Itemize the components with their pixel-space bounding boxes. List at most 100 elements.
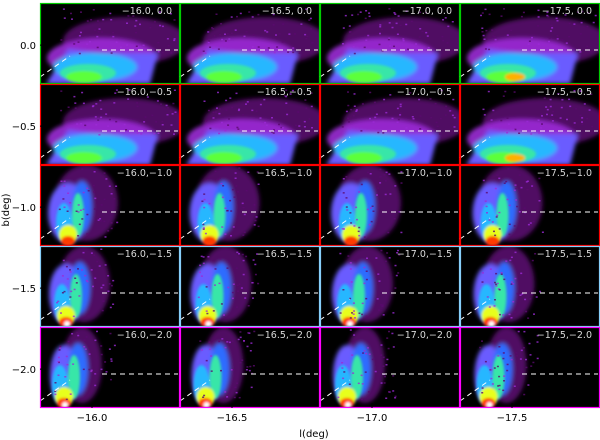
panel-label: −16.0,−2.0	[117, 330, 172, 341]
panel-border	[319, 326, 461, 409]
density-map	[46, 8, 180, 84]
panel-border	[39, 164, 181, 247]
panel-label: −17.0, 0.0	[402, 6, 452, 17]
density-map	[333, 327, 397, 408]
diagonal-reference-line	[459, 217, 491, 240]
density-map	[326, 8, 460, 84]
panel-r3-c3: −17.5,−1.5	[459, 245, 600, 328]
y-tick-label: −1.5	[12, 284, 36, 295]
panel-label: −16.0, 0.0	[122, 6, 172, 17]
panel-border	[179, 326, 321, 409]
panel-label: −17.5,−1.5	[537, 249, 592, 260]
panel-r2-c2: −17.0,−1.0	[319, 164, 461, 247]
density-map	[466, 90, 600, 165]
density-map	[46, 89, 180, 165]
panel-border	[39, 326, 181, 409]
x-axis-label: l(deg)	[299, 429, 329, 440]
panel-r4-c0: −16.0,−2.0	[39, 326, 181, 409]
panel-label: −17.5, 0.0	[542, 6, 592, 17]
density-map	[186, 89, 320, 165]
density-map	[50, 327, 116, 408]
diagonal-reference-line	[459, 298, 491, 321]
panel-border	[179, 164, 321, 247]
panel-label: −17.5,−2.0	[537, 330, 592, 341]
x-tick-label: −16.0	[77, 413, 108, 424]
diagonal-reference-line	[179, 136, 211, 159]
panel-r1-c1: −16.5,−0.5	[179, 83, 321, 166]
density-map	[473, 246, 541, 327]
panel-label: −16.5,−1.0	[257, 168, 312, 179]
panel-r1-c0: −16.0,−0.5	[39, 83, 181, 166]
panel-border	[179, 245, 321, 328]
x-axis: −16.0 −16.5 −17.0 −17.5	[77, 403, 528, 424]
panel-grid: −16.0, 0.0 −16.5, 0.0 −17.0, 0.0 −17.5, 0.0…	[39, 2, 600, 409]
x-tick-label: −16.5	[217, 413, 248, 424]
x-tick-label: −17.0	[357, 413, 388, 424]
diagonal-reference-line	[39, 55, 71, 78]
panel-r0-c2: −17.0, 0.0	[319, 2, 461, 85]
panel-label: −17.0,−1.0	[397, 168, 452, 179]
panel-label: −17.0,−2.0	[397, 330, 452, 341]
y-tick-label: −2.0	[12, 365, 36, 376]
panel-r2-c0: −16.0,−1.0	[39, 164, 181, 247]
panel-label: −16.5, 0.0	[262, 6, 312, 17]
diagonal-reference-line	[179, 379, 211, 402]
panel-border	[39, 83, 181, 166]
density-map	[186, 8, 320, 84]
diagonal-reference-line	[39, 136, 71, 159]
x-tick-label: −17.5	[497, 413, 528, 424]
panel-r4-c1: −16.5,−2.0	[179, 326, 321, 409]
y-axis-label: b(deg)	[1, 193, 12, 226]
density-map	[472, 165, 544, 246]
panel-r3-c2: −17.0,−1.5	[319, 245, 461, 328]
panel-label: −17.0,−1.5	[397, 249, 452, 260]
density-map	[48, 165, 119, 246]
panel-r1-c2: −17.0,−0.5	[319, 83, 461, 166]
panel-border	[39, 2, 181, 85]
panel-r3-c0: −16.0,−1.5	[39, 245, 181, 328]
panel-label: −16.5,−1.5	[257, 249, 312, 260]
density-map	[332, 246, 401, 327]
panel-r4-c3: −17.5,−2.0	[459, 326, 600, 409]
panel-border	[39, 245, 181, 328]
panel-border	[179, 2, 321, 85]
panel-label: −16.5,−0.5	[257, 87, 312, 98]
panel-label: −16.5,−2.0	[257, 330, 312, 341]
panel-border	[179, 83, 321, 166]
panel-label: −16.0,−1.5	[117, 249, 172, 260]
panel-label: −16.0,−0.5	[117, 87, 172, 98]
diagonal-reference-line	[39, 217, 71, 240]
panel-border	[319, 83, 461, 166]
density-map	[331, 165, 403, 246]
panel-r0-c0: −16.0, 0.0	[39, 2, 181, 85]
panel-label: −16.0,−1.0	[117, 168, 172, 179]
density-map	[466, 8, 600, 84]
density-map	[189, 165, 260, 246]
density-map	[191, 327, 256, 408]
panel-r0-c3: −17.5, 0.0	[459, 2, 600, 85]
panel-r0-c1: −16.5, 0.0	[179, 2, 321, 85]
diagonal-reference-line	[319, 55, 351, 78]
density-map	[49, 246, 115, 327]
diagonal-reference-line	[319, 217, 351, 240]
panel-label: −17.0,−0.5	[397, 87, 452, 98]
panel-border	[319, 2, 461, 85]
diagonal-reference-line	[179, 55, 211, 78]
density-map	[474, 327, 539, 408]
diagonal-reference-line	[459, 55, 491, 78]
diagonal-reference-line	[319, 136, 351, 159]
density-map	[190, 246, 260, 327]
diagonal-reference-line	[459, 379, 491, 402]
panel-r1-c3: −17.5,−0.5	[459, 83, 600, 166]
panel-label: −17.5,−1.0	[537, 168, 592, 179]
diagonal-reference-line	[39, 379, 71, 402]
diagonal-reference-line	[459, 136, 491, 159]
density-map	[326, 89, 460, 165]
diagonal-reference-line	[319, 379, 351, 402]
diagonal-reference-line	[179, 217, 211, 240]
y-tick-label: −0.5	[12, 122, 36, 133]
panel-label: −17.5,−0.5	[537, 87, 592, 98]
y-tick-label: 0.0	[20, 41, 36, 52]
panel-r2-c3: −17.5,−1.0	[459, 164, 600, 247]
